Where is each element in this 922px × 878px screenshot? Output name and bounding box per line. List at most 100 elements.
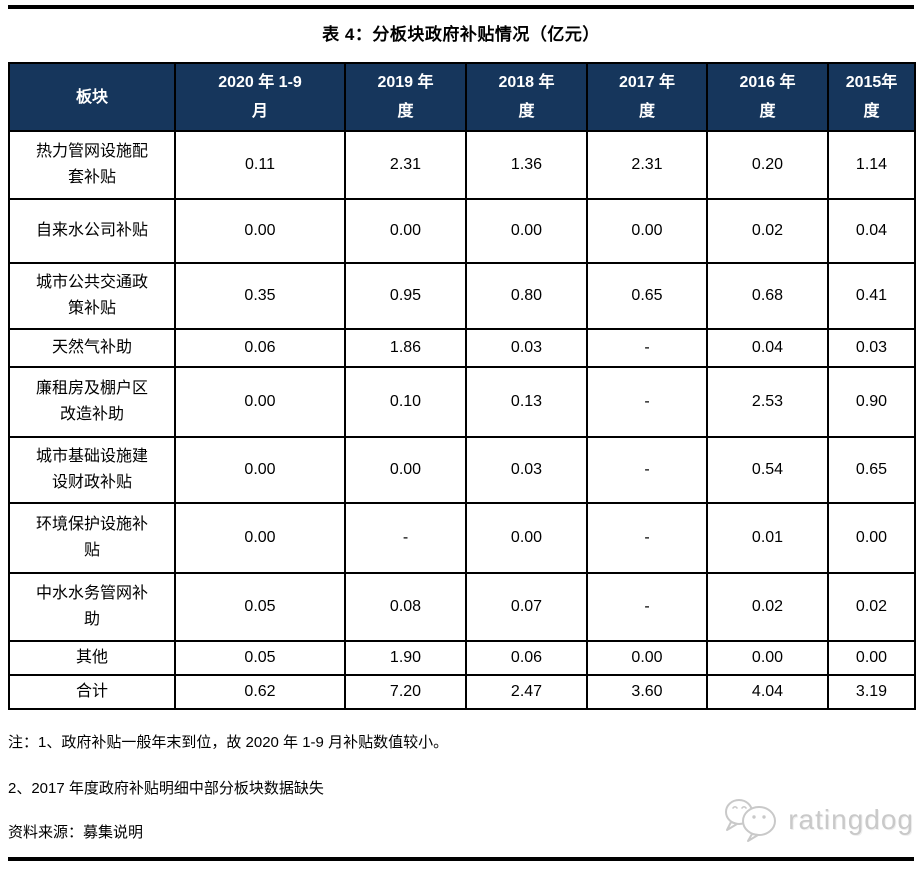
value-cell: 3.19 [827,674,916,710]
top-divider-rule [8,5,914,9]
value-cell: 0.01 [706,502,829,574]
source-row: 资料来源：募集说明 ratingdog [8,799,914,843]
row-label-cell: 自来水公司补贴 [8,198,176,264]
header-label: 度 [518,103,535,120]
header-cell-2018: 2018 年度 [465,62,588,132]
value-cell: 0.00 [586,198,708,264]
header-cell-2017: 2017 年度 [586,62,708,132]
value-cell: 2.31 [586,130,708,200]
value-cell: 1.36 [465,130,588,200]
value-cell: 0.08 [344,572,467,642]
value-cell: 0.00 [706,640,829,676]
value-cell: 0.54 [706,436,829,504]
row-label-cell: 合计 [8,674,176,710]
value-cell: 0.00 [174,502,346,574]
value-cell: 0.05 [174,572,346,642]
header-cell-2020: 2020 年 1-9 月 [174,62,346,132]
subsidy-table: 板块 2020 年 1-9 月 2019 年度 2018 年度 2017 年度 2… [8,62,916,710]
header-label: 2015年 [845,74,898,91]
header-label: 度 [397,103,414,120]
row-label-cell: 环境保护设施补贴 [8,502,176,574]
footnote-1: 注：1、政府补贴一般年末到位，故 2020 年 1-9 月补贴数值较小。 [8,734,449,751]
header-label: 度 [863,103,880,120]
header-label: 度 [638,103,655,120]
value-cell: 0.03 [827,328,916,368]
header-label: 2018 年 [498,74,555,91]
value-cell: 0.00 [174,198,346,264]
value-cell: 0.10 [344,366,467,438]
value-cell: 0.65 [586,262,708,330]
value-cell: 0.02 [706,198,829,264]
value-cell: 0.65 [827,436,916,504]
value-cell: 4.04 [706,674,829,710]
value-cell: 0.06 [465,640,588,676]
value-cell: 0.00 [827,640,916,676]
value-cell: 0.02 [706,572,829,642]
header-cell-2019: 2019 年度 [344,62,467,132]
value-cell: 2.47 [465,674,588,710]
table-row-total: 合计 0.62 7.20 2.47 3.60 4.04 3.19 [8,674,916,710]
value-cell: 0.05 [174,640,346,676]
table-row: 热力管网设施配 套补贴 0.11 2.31 1.36 2.31 0.20 1.14 [8,130,916,200]
value-cell: 0.20 [706,130,829,200]
value-cell: 0.13 [465,366,588,438]
value-cell: 0.00 [465,502,588,574]
header-label: 2020 年 1-9 [218,74,302,91]
value-cell: - [586,328,708,368]
value-cell: - [586,502,708,574]
value-cell: 0.07 [465,572,588,642]
value-cell: 1.86 [344,328,467,368]
row-label-cell: 城市基础设施建 设财政补贴 [8,436,176,504]
value-cell: - [586,436,708,504]
header-label: 度 [759,103,776,120]
table-row: 自来水公司补贴 0.00 0.00 0.00 0.00 0.02 0.04 [8,198,916,264]
row-label-cell: 天然气补助 [8,328,176,368]
brand-watermark: ratingdog [722,797,914,843]
row-label-cell: 廉租房及棚户区 改造补助 [8,366,176,438]
table-row: 其他 0.05 1.90 0.06 0.00 0.00 0.00 [8,640,916,676]
value-cell: 3.60 [586,674,708,710]
value-cell: 0.90 [827,366,916,438]
value-cell: 2.31 [344,130,467,200]
value-cell: 0.03 [465,436,588,504]
value-cell: 0.35 [174,262,346,330]
value-cell: - [586,572,708,642]
value-cell: 0.00 [586,640,708,676]
table-row: 城市公共交通政 策补贴 0.35 0.95 0.80 0.65 0.68 0.41 [8,262,916,330]
header-label: 2016 年 [739,74,796,91]
value-cell: - [344,502,467,574]
table-row: 廉租房及棚户区 改造补助 0.00 0.10 0.13 - 2.53 0.90 [8,366,916,438]
row-label-cell: 中水水务管网补助 [8,572,176,642]
value-cell: 7.20 [344,674,467,710]
table-row: 中水水务管网补助 0.05 0.08 0.07 - 0.02 0.02 [8,572,916,642]
value-cell: 1.90 [344,640,467,676]
value-cell: 0.00 [344,198,467,264]
value-cell: 0.00 [174,436,346,504]
table-row: 环境保护设施补贴 0.00 - 0.00 - 0.01 0.00 [8,502,916,574]
value-cell: 0.04 [706,328,829,368]
value-cell: 0.03 [465,328,588,368]
table-header-row: 板块 2020 年 1-9 月 2019 年度 2018 年度 2017 年度 2… [8,62,916,132]
row-label-cell: 热力管网设施配 套补贴 [8,130,176,200]
brand-name: ratingdog [788,804,914,835]
row-label-cell: 城市公共交通政 策补贴 [8,262,176,330]
header-cell-2016: 2016 年度 [706,62,829,132]
table-title: 表 4：分板块政府补贴情况（亿元） [322,25,600,44]
row-label-cell: 其他 [8,640,176,676]
value-cell: 0.06 [174,328,346,368]
bottom-divider-rule [8,857,914,861]
value-cell: 0.80 [465,262,588,330]
value-cell: 0.41 [827,262,916,330]
header-cell-sector: 板块 [8,62,176,132]
data-source-label: 资料来源：募集说明 [8,824,144,841]
value-cell: 0.02 [827,572,916,642]
header-label: 板块 [75,88,108,106]
header-label: 月 [251,103,268,120]
header-cell-2015: 2015年度 [827,62,916,132]
value-cell: 1.14 [827,130,916,200]
value-cell: - [586,366,708,438]
header-label: 2019 年 [377,74,434,91]
value-cell: 0.04 [827,198,916,264]
table-row: 城市基础设施建 设财政补贴 0.00 0.00 0.03 - 0.54 0.65 [8,436,916,504]
value-cell: 0.62 [174,674,346,710]
